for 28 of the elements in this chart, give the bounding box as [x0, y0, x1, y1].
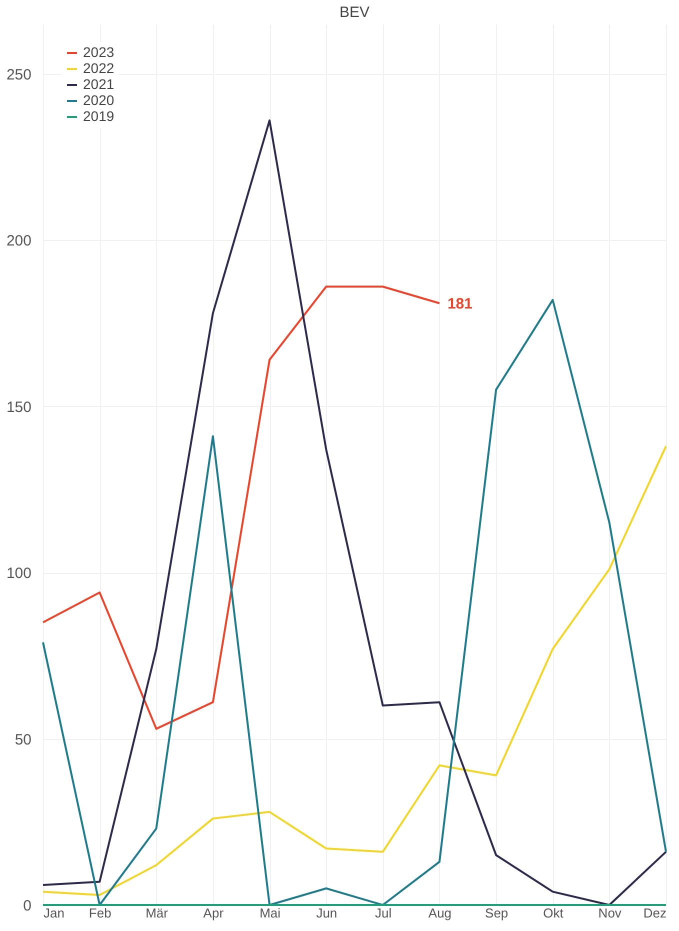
y-tick-label: 100 — [6, 565, 32, 582]
line-series — [42, 445, 667, 896]
x-tick-label: Mai — [260, 906, 281, 920]
legend-label: 2021 — [83, 76, 114, 92]
y-tick-label: 250 — [6, 66, 32, 84]
x-tick-label: Mär — [146, 906, 169, 920]
x-tick-label: Jul — [375, 906, 392, 920]
legend-label: 2019 — [83, 108, 114, 124]
chart-title: BEV — [339, 4, 370, 21]
annotation: 181 — [447, 295, 472, 312]
y-tick-label: 150 — [6, 398, 32, 416]
y-tick-label: 0 — [23, 898, 32, 914]
x-tick-label: Aug — [428, 906, 452, 920]
x-tick-label: Dez — [643, 906, 666, 920]
y-tick-label: 200 — [6, 232, 32, 250]
x-tick-label: Sep — [485, 906, 508, 920]
x-tick-label: Okt — [543, 906, 564, 920]
y-tick-label: 50 — [14, 731, 32, 748]
x-tick-label: Apr — [203, 906, 224, 920]
legend-label: 2023 — [83, 44, 114, 60]
x-tick-label: Jan — [44, 906, 64, 920]
legend-label: 2022 — [83, 60, 114, 76]
x-tick-label: Jun — [316, 906, 338, 920]
x-tick-label: Nov — [598, 906, 622, 920]
line-series — [42, 298, 667, 906]
x-tick-label: Feb — [88, 906, 112, 920]
legend-label: 2020 — [83, 92, 114, 108]
line-series — [42, 286, 440, 730]
